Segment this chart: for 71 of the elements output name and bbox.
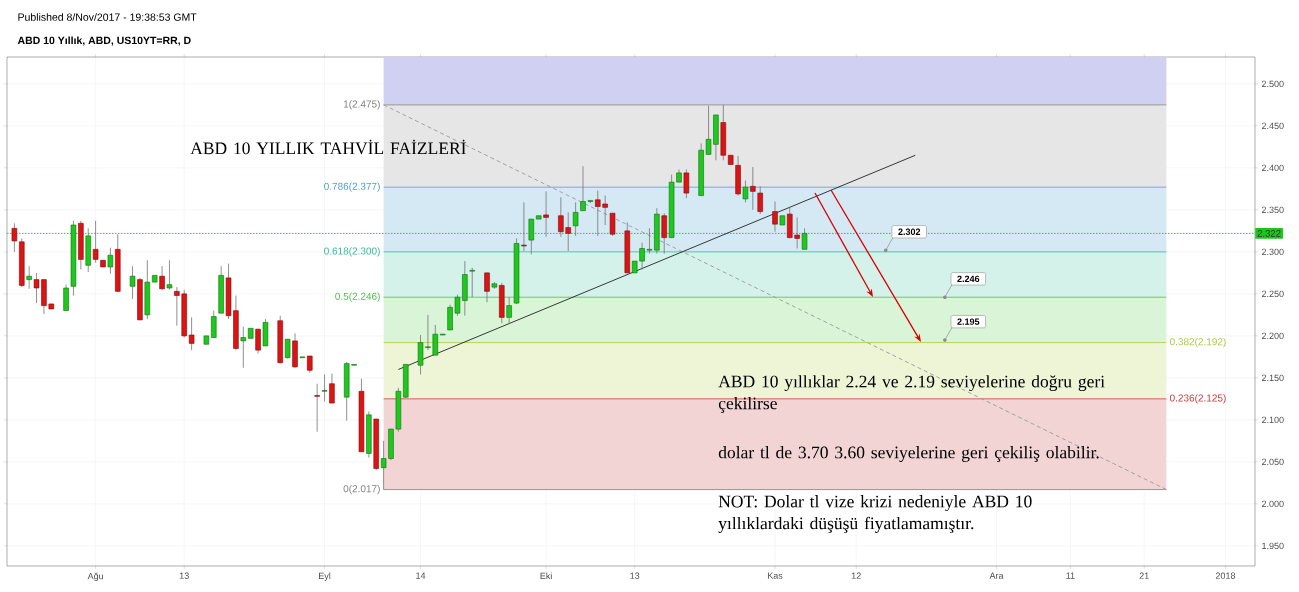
candlestick (772, 201, 778, 233)
candlestick (469, 267, 475, 298)
x-tick-label: 13 (630, 572, 640, 579)
candlestick (572, 201, 579, 237)
candlestick (314, 383, 320, 433)
annotation: NOT: Dolar tl vize krizi nedeniyle ABD 10 yıllıklardaki düşüşü fiyatlamamıştır. (718, 495, 1032, 533)
x-tick-label: 14 (416, 572, 426, 579)
x-tick-label: Eki (540, 572, 552, 580)
chart-subtitle: Published 8/Nov/2017 - 19:38:53 GMT (18, 13, 197, 21)
ref-line-label: 0(2.017) (343, 484, 380, 495)
candlestick (129, 265, 136, 300)
candlestick (166, 259, 173, 291)
y-tick-label: 2.150 (1261, 374, 1284, 382)
candlestick (11, 222, 18, 253)
annotation: 2.246 (957, 275, 980, 283)
ref-line-label: 0.786(2.377) (324, 182, 380, 192)
candlestick (159, 265, 165, 291)
annotation: 2.195 (957, 318, 980, 325)
y-tick-label: 2.400 (1261, 164, 1284, 172)
candlestick (543, 190, 549, 238)
ref-line-label: 0.382(2.192) (1169, 337, 1226, 348)
candlestick (521, 201, 527, 252)
annotation: dolar tl de 3.70 3.60 seviyelerine geri çekiliş olabilir. (718, 446, 1099, 462)
candlestick (240, 326, 247, 369)
candlestick (742, 180, 749, 203)
candlestick (683, 169, 690, 199)
candlestick (329, 373, 335, 404)
candlestick (284, 338, 291, 359)
y-tick-label: 2.200 (1261, 332, 1284, 340)
candlestick (26, 265, 32, 290)
y-tick-label: 1.950 (1262, 542, 1284, 550)
ref-line-label: 2.322 (1257, 230, 1281, 237)
candlestick (255, 328, 261, 354)
x-tick-label: Kas (767, 572, 783, 579)
candlestick (188, 316, 195, 351)
y-tick-label: 2.300 (1261, 248, 1284, 256)
annotation: 2.302 (898, 228, 921, 235)
annotation: ABD 10 yıllıklar 2.24 ve 2.19 seviyelerine doğru geri çekilirse (718, 375, 1105, 413)
candlestick (661, 212, 667, 254)
x-tick-label: Eyl (319, 572, 331, 581)
candlestick (107, 247, 114, 275)
candlestick (484, 272, 490, 303)
y-tick-label: 2.000 (1261, 500, 1284, 508)
y-tick-label: 2.350 (1261, 206, 1284, 214)
x-tick-label: 12 (851, 572, 861, 579)
candlestick (211, 310, 217, 338)
ref-line-label: 0.618(2.300) (324, 247, 380, 257)
x-tick-label: 21 (1139, 572, 1149, 579)
y-tick-label: 2.450 (1261, 122, 1284, 130)
ref-line-label: 0.5(2.246) (335, 292, 380, 302)
x-tick-label: 2018 (1215, 572, 1236, 579)
chart-title: ABD 10 Yıllık, ABD, US10YT=RR, D (17, 36, 191, 46)
x-tick-label: Ara (989, 572, 1004, 579)
y-tick-label: 2.100 (1261, 416, 1284, 424)
candlestick (609, 212, 616, 237)
candlestick (321, 374, 328, 402)
candlestick (757, 185, 763, 215)
ref-line-label: 1(2.475) (343, 100, 380, 110)
annotation: ABD 10 YILLIK TAHVİL FAİZLERİ (190, 139, 466, 155)
x-tick-label: 11 (1066, 572, 1075, 579)
x-tick-label: Ağu (87, 572, 104, 582)
candlestick (750, 166, 756, 211)
candlestick (506, 296, 512, 325)
candlestick (63, 284, 69, 312)
y-tick-label: 2.050 (1261, 458, 1284, 466)
y-tick-label: 2.250 (1261, 290, 1284, 298)
ref-line-label: 0.236(2.125) (1169, 394, 1226, 404)
x-tick-label: 13 (179, 572, 189, 579)
y-tick-label: 2.500 (1261, 80, 1284, 88)
candlestick (92, 220, 99, 264)
candlestick (262, 318, 269, 347)
